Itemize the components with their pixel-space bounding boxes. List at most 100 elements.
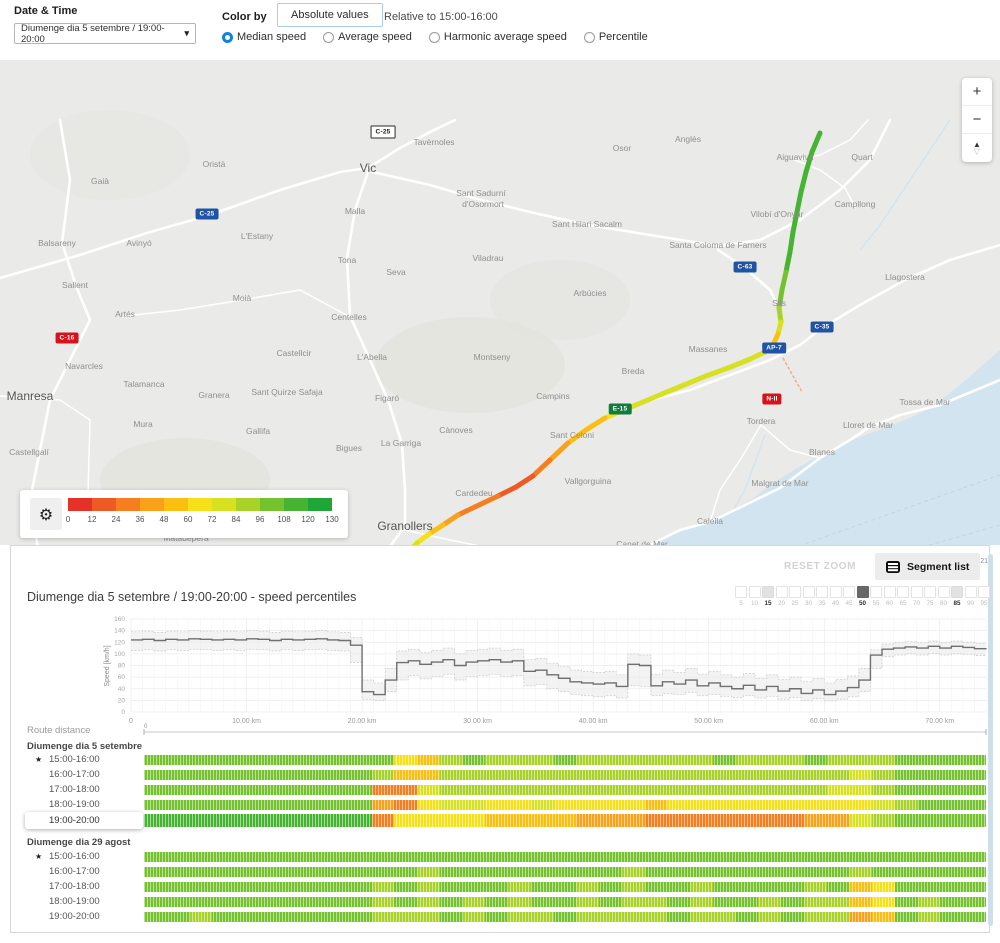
- heatmap-cell: [462, 814, 486, 827]
- percentile-box-95[interactable]: [978, 586, 990, 598]
- heatmap-cell: [599, 770, 622, 780]
- date-time-label: Date & Time: [14, 5, 78, 17]
- percentile-20[interactable]: 20: [775, 586, 788, 607]
- heatmap-strip[interactable]: [144, 770, 986, 780]
- percentile-box-5[interactable]: [735, 586, 747, 598]
- percentile-box-25[interactable]: [789, 586, 801, 598]
- heatmap-row-0-1800-1900[interactable]: 18:00-19:00: [11, 798, 989, 812]
- percentile-70[interactable]: 70: [910, 586, 923, 607]
- percentile-label-35: 35: [818, 600, 826, 607]
- heatmap-strip[interactable]: [144, 912, 986, 922]
- metric-radio-average-speed[interactable]: Average speed: [323, 31, 412, 43]
- percentile-80[interactable]: 80: [937, 586, 950, 607]
- metric-radio-harmonic-average-speed[interactable]: Harmonic average speed: [428, 31, 567, 43]
- heatmap-strip[interactable]: [144, 882, 986, 892]
- heatmap-cell: [644, 785, 668, 795]
- percentile-box-20[interactable]: [775, 586, 788, 598]
- percentile-95[interactable]: 95: [978, 586, 990, 607]
- heatmap-strip[interactable]: [144, 867, 986, 877]
- heatmap-cell: [963, 785, 986, 795]
- heatmap-cell: [894, 814, 918, 827]
- heatmap-cell: [508, 852, 531, 862]
- legend-color-bar: [68, 498, 332, 511]
- percentile-box-60[interactable]: [883, 586, 896, 598]
- heatmap-row-1-1700-1800[interactable]: 17:00-18:00: [11, 880, 989, 894]
- percentile-box-45[interactable]: [843, 586, 855, 598]
- metric-radio-percentile[interactable]: Percentile: [583, 31, 648, 43]
- map-zoom-in-button[interactable]: +: [962, 78, 992, 106]
- percentile-40[interactable]: 40: [829, 586, 842, 607]
- heatmap-row-1-1500-1600[interactable]: ★ 15:00-16:00: [11, 850, 989, 864]
- heatmap-row-1-1600-1700[interactable]: 16:00-17:00: [11, 865, 989, 879]
- radio-icon[interactable]: [583, 31, 595, 43]
- percentile-15[interactable]: 15: [762, 586, 774, 607]
- heatmap-strip[interactable]: [144, 785, 986, 795]
- road-shield-c-63: C-63: [733, 261, 757, 273]
- percentile-5[interactable]: 5: [735, 586, 747, 607]
- absolute-values-button[interactable]: Absolute values: [277, 3, 383, 27]
- heatmap-cell: [485, 852, 508, 862]
- heatmap-cell: [644, 867, 668, 877]
- percentile-85[interactable]: 85: [951, 586, 963, 607]
- percentile-55[interactable]: 55: [870, 586, 882, 607]
- map-tilt-button[interactable]: ▲ ▽: [962, 134, 992, 162]
- percentile-75[interactable]: 75: [924, 586, 936, 607]
- heatmap-row-1-1900-2000[interactable]: 19:00-20:00: [11, 910, 989, 924]
- radio-icon[interactable]: [428, 31, 440, 43]
- segment-list-button[interactable]: Segment list: [875, 553, 981, 580]
- legend-tick-108: 108: [277, 515, 291, 524]
- heatmap-row-0-1700-1800[interactable]: 17:00-18:00: [11, 783, 989, 797]
- heatmap-cell: [257, 755, 281, 765]
- map-label-balsareny: Balsareny: [38, 238, 76, 248]
- map-zoom-out-button[interactable]: −: [962, 106, 992, 134]
- map-canvas[interactable]: Manresa Vic Granollers Oristà Gaià Balsareny A…: [0, 60, 1000, 545]
- heatmap-strip[interactable]: [144, 800, 986, 810]
- heatmap-cell: [826, 814, 850, 827]
- percentile-box-90[interactable]: [964, 586, 977, 598]
- percentile-60[interactable]: 60: [883, 586, 896, 607]
- map-label-moi-: Moià: [232, 293, 252, 303]
- percentile-box-50[interactable]: [856, 586, 869, 598]
- percentile-box-10[interactable]: [748, 586, 761, 598]
- heatmap-row-1-1800-1900[interactable]: 18:00-19:00: [11, 895, 989, 909]
- percentile-box-85[interactable]: [951, 586, 963, 598]
- relative-values-button[interactable]: Relative to 15:00-16:00: [384, 11, 498, 23]
- heatmap-row-0-1600-1700[interactable]: 16:00-17:00: [11, 768, 989, 782]
- radio-icon[interactable]: [222, 31, 233, 43]
- percentile-box-40[interactable]: [829, 586, 842, 598]
- percentile-10[interactable]: 10: [748, 586, 761, 607]
- heatmap-row-0-1900-2000[interactable]: 19:00-20:00: [11, 812, 989, 829]
- percentile-25[interactable]: 25: [789, 586, 801, 607]
- heatmap-strip[interactable]: [144, 814, 986, 827]
- percentile-box-30[interactable]: [802, 586, 815, 598]
- heatmap-cell: [417, 912, 440, 922]
- legend-tick-120: 120: [301, 515, 315, 524]
- radio-icon[interactable]: [323, 31, 335, 43]
- percentile-box-70[interactable]: [910, 586, 923, 598]
- heatmap-cell: [235, 785, 258, 795]
- heatmap-strip[interactable]: [144, 755, 986, 765]
- heatmap-cell: [872, 882, 895, 892]
- percentile-box-75[interactable]: [924, 586, 936, 598]
- percentile-90[interactable]: 90: [964, 586, 977, 607]
- percentile-30[interactable]: 30: [802, 586, 815, 607]
- percentile-65[interactable]: 65: [897, 586, 909, 607]
- panel-scrollbar[interactable]: [988, 554, 993, 926]
- heatmap-row-0-1500-1600[interactable]: ★ 15:00-16:00: [11, 753, 989, 767]
- speed-percentiles-chart[interactable]: 0 20 40 60 80 100 120 140 160 0 10.00 km 20.00 km 30…: [11, 606, 989, 738]
- percentile-35[interactable]: 35: [816, 586, 828, 607]
- reset-zoom-button[interactable]: RESET ZOOM: [784, 561, 857, 572]
- metric-radio-median-speed[interactable]: Median speed: [222, 31, 306, 43]
- percentile-45[interactable]: 45: [843, 586, 855, 607]
- percentile-box-55[interactable]: [870, 586, 882, 598]
- percentile-box-65[interactable]: [897, 586, 909, 598]
- heatmap-cell: [940, 814, 963, 827]
- percentile-box-80[interactable]: [937, 586, 950, 598]
- heatmap-strip[interactable]: [144, 897, 986, 907]
- percentile-50[interactable]: 50: [856, 586, 869, 607]
- percentile-box-35[interactable]: [816, 586, 828, 598]
- percentile-box-15[interactable]: [762, 586, 774, 598]
- date-time-select[interactable]: Diumenge dia 5 setembre / 19:00-20:00 ▾: [14, 23, 196, 45]
- gear-icon[interactable]: ⚙: [30, 498, 62, 530]
- heatmap-strip[interactable]: [144, 852, 986, 862]
